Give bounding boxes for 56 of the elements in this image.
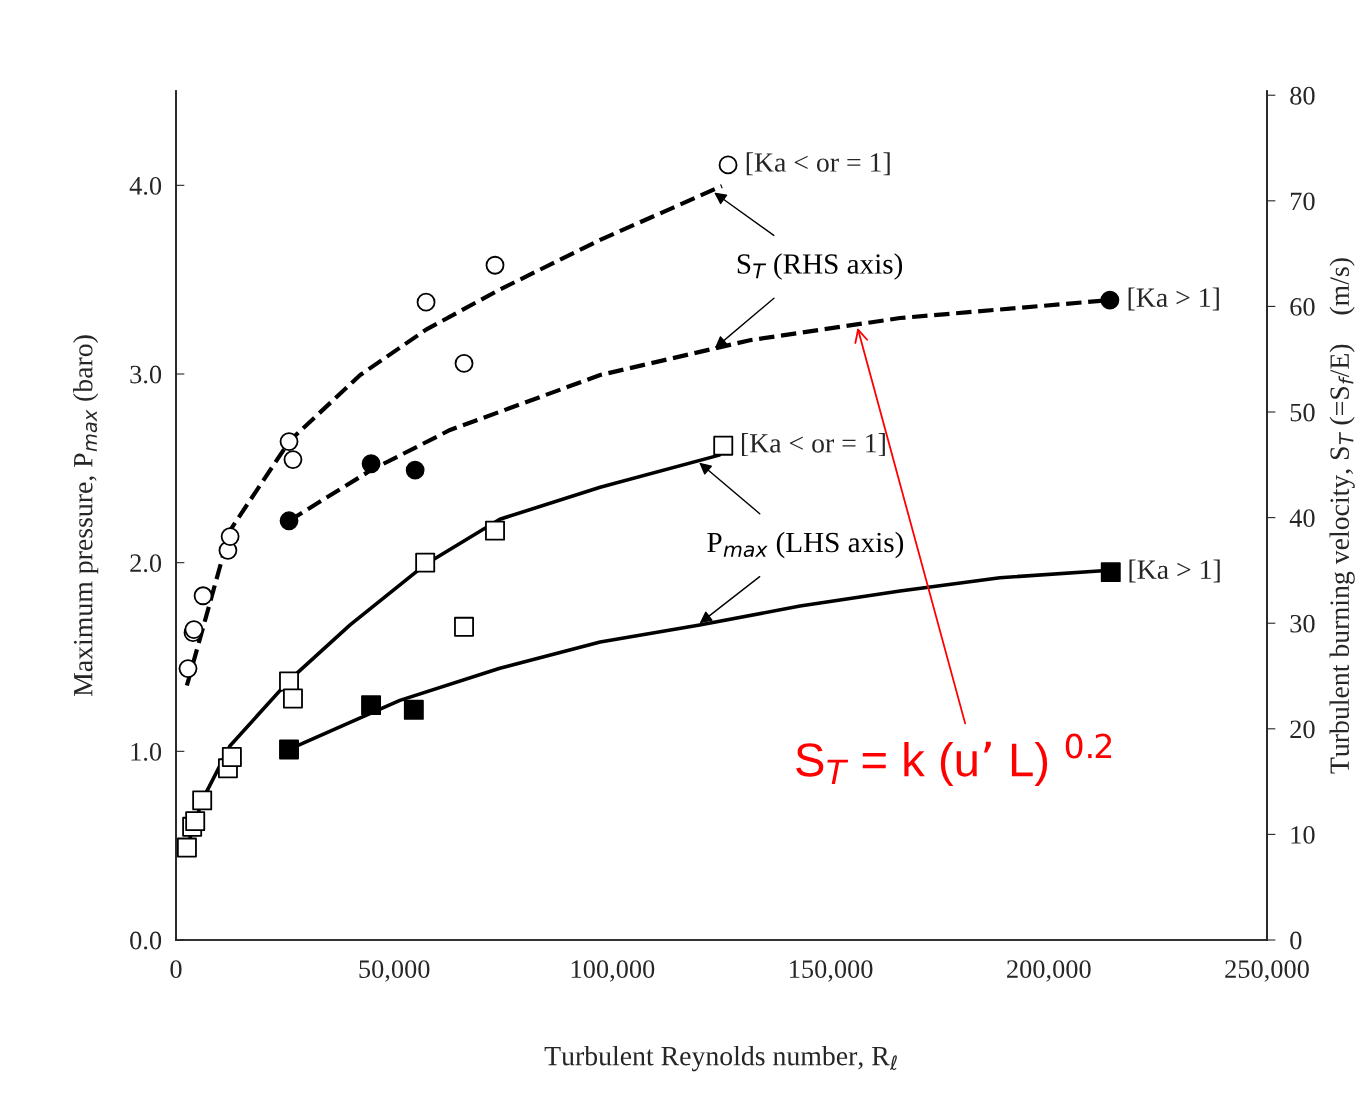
y2-axis-title: Turbulent burning velocity, S$_{T}$ (=S$_{f}$/E) (m/s): [1329, 258, 1355, 774]
series-label: [Ka > 1]: [1128, 287, 1219, 311]
point: [192, 790, 213, 811]
y-tick-label: 2.0: [130, 554, 162, 573]
point: [282, 688, 303, 709]
x-tick-label: 100,000: [571, 960, 655, 982]
point: [416, 292, 436, 312]
point: [718, 155, 738, 175]
x-tick-label: 200,000: [1007, 960, 1091, 982]
point: [361, 695, 382, 716]
y-tick-label: 1.0: [131, 742, 162, 761]
point: [279, 511, 299, 531]
y-axis-title: Maximum pressure, P$_{max}$ (baro): [73, 335, 99, 697]
x-tick-label: 50,000: [359, 960, 430, 982]
y2-tick-label: 70: [1290, 192, 1315, 211]
series-label: [Ka > 1]: [1129, 559, 1220, 583]
point: [415, 552, 436, 573]
point: [1100, 562, 1121, 583]
y2-tick-label: 50: [1290, 403, 1315, 422]
point: [403, 699, 424, 720]
x-axis-title: Turbulent Reynolds number, R$_{ℓ}$: [544, 1045, 897, 1072]
point: [485, 255, 505, 275]
point: [178, 659, 198, 679]
annotation: S$_{T}$ (RHS axis): [737, 253, 903, 280]
y2-tick-label: 30: [1290, 614, 1315, 633]
point: [454, 354, 474, 373]
point: [279, 432, 299, 451]
y2-tick-label: 60: [1290, 298, 1315, 316]
annotation: P$_{max}$ (LHS axis): [707, 531, 904, 559]
annotation: S$_{T}$ = k (u’ L) $^{0.2}$: [796, 733, 1112, 786]
y2-tick-label: 40: [1289, 509, 1315, 528]
x-tick-label: 250,000: [1225, 960, 1309, 982]
point: [1100, 290, 1120, 310]
point: [193, 586, 213, 606]
y2-tick-label: 20: [1290, 720, 1315, 739]
point: [713, 435, 734, 456]
x-tick-label: 0: [170, 960, 182, 979]
series-label: [Ka < or = 1]: [746, 152, 890, 176]
point: [454, 616, 474, 637]
point: [220, 527, 240, 547]
y2-tick-label: 10: [1291, 826, 1315, 844]
y-tick-label: 4.0: [129, 176, 162, 195]
y-tick-label: 0.0: [130, 931, 162, 950]
y-tick-label: 3.0: [130, 365, 162, 384]
y2-tick-label: 0: [1290, 931, 1302, 950]
y2-tick-label: 80: [1290, 86, 1315, 105]
point: [283, 450, 303, 469]
point: [405, 460, 425, 480]
x-tick-label: 150,000: [790, 960, 873, 982]
point: [176, 837, 197, 858]
point: [361, 454, 381, 474]
point: [185, 811, 206, 832]
point: [485, 520, 505, 541]
point: [279, 739, 299, 760]
point: [221, 747, 242, 767]
series-label: [Ka < or = 1]: [741, 433, 885, 457]
